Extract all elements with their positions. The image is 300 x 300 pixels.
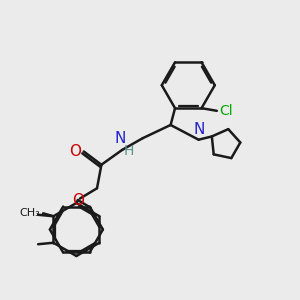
Text: O: O xyxy=(69,144,81,159)
Text: N: N xyxy=(115,131,126,146)
Text: Cl: Cl xyxy=(219,104,233,118)
Text: N: N xyxy=(194,122,205,137)
Text: O: O xyxy=(72,193,84,208)
Text: CH₃: CH₃ xyxy=(20,208,40,218)
Text: H: H xyxy=(123,144,134,158)
